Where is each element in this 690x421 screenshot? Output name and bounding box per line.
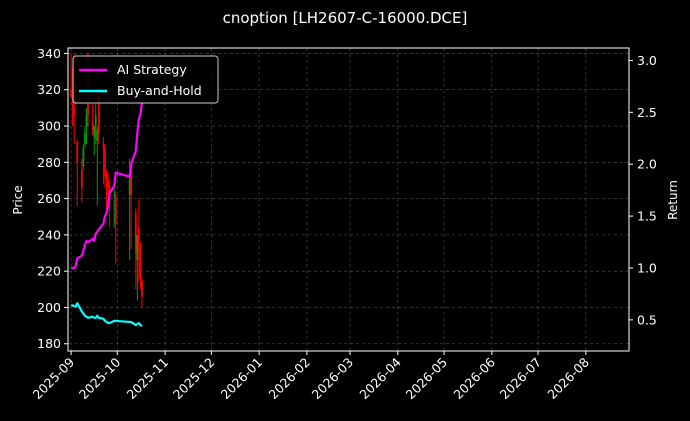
candle-body — [84, 133, 86, 145]
y-axis-label: Price — [11, 185, 25, 214]
y2-tick-label: 2.0 — [637, 157, 657, 172]
y2-axis-label: Return — [666, 180, 680, 220]
candle-body — [76, 140, 79, 163]
y-axis: 180 200 220 240 260 280 300 320 340 — [37, 46, 68, 351]
y-tick-label: 320 — [37, 82, 61, 97]
candle-body — [105, 173, 108, 181]
candle-body — [136, 234, 139, 261]
candle-body — [71, 96, 74, 108]
y2-tick-label: 0.5 — [637, 312, 657, 327]
legend-label-ai-strategy: AI Strategy — [117, 62, 187, 77]
candle-body — [114, 194, 117, 224]
candle-body — [128, 173, 131, 195]
candle-body — [134, 213, 137, 254]
y-tick-label: 180 — [37, 336, 61, 351]
candle-body — [93, 126, 96, 137]
y2-axis: 0.5 1.0 1.5 2.0 2.5 3.0 — [629, 53, 657, 327]
candle-body — [73, 107, 76, 116]
y-tick-label: 260 — [37, 191, 61, 206]
candle-body — [139, 245, 142, 279]
y-tick-label: 240 — [37, 227, 61, 242]
candle-body — [113, 194, 116, 196]
candle-body — [80, 169, 83, 188]
legend-box — [72, 55, 219, 104]
candles — [70, 53, 143, 308]
chart-title: cnoption [LH2607-C-16000.DCE] — [223, 9, 468, 27]
series-line-buy-and-hold — [71, 302, 143, 328]
candle-body — [87, 104, 89, 116]
y2-tick-label: 1.5 — [637, 209, 657, 224]
y-tick-label: 200 — [37, 300, 61, 315]
candle-body — [107, 180, 109, 188]
y-tick-label: 280 — [37, 155, 61, 170]
candle-body — [82, 147, 85, 166]
y-tick-label: 300 — [37, 119, 61, 134]
candle-body — [70, 89, 72, 97]
candle-body — [141, 280, 143, 297]
y2-tick-label: 1.0 — [637, 260, 657, 275]
y2-tick-label: 2.5 — [637, 105, 657, 120]
candle-body — [91, 122, 94, 130]
candle-body — [94, 115, 97, 127]
plot-frame — [67, 47, 630, 352]
series-line-ai-strategy — [71, 101, 144, 270]
candle-body — [102, 144, 105, 148]
legend: AI Strategy Buy-and-Hold — [72, 55, 219, 104]
candle-body — [96, 129, 99, 141]
series-lines — [71, 101, 144, 328]
candle-body — [97, 93, 100, 134]
candle-body — [130, 162, 133, 195]
legend-label-buy-and-hold: Buy-and-Hold — [117, 83, 202, 98]
y-tick-label: 220 — [37, 264, 61, 279]
y2-tick-label: 3.0 — [637, 53, 657, 68]
candle-body — [137, 227, 140, 246]
y-tick-label: 340 — [37, 46, 61, 61]
candle-body — [85, 115, 88, 127]
candle-body — [104, 147, 106, 177]
